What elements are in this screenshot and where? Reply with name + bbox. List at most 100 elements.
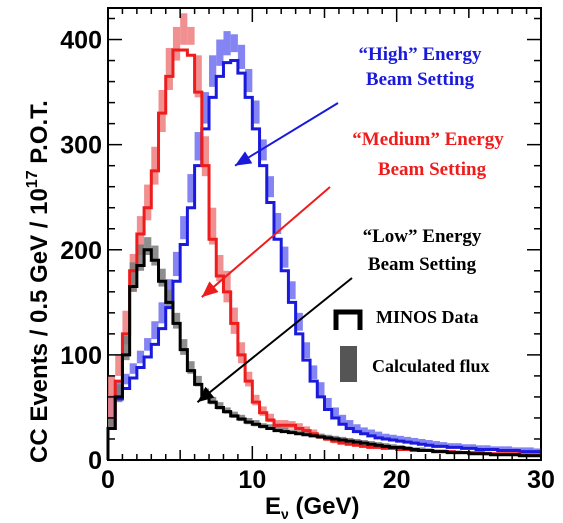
annotation-arrow-0	[234, 102, 339, 167]
annotation-arrowhead-0	[235, 151, 253, 166]
band-bin-0-5	[144, 338, 152, 351]
band-bin-2-5	[144, 237, 152, 256]
legend-data-label: MINOS Data	[376, 307, 479, 327]
band-bin-0-18	[237, 44, 246, 69]
band-bin-1-10	[180, 13, 188, 45]
band-bin-0-46	[439, 442, 448, 446]
y-tick-label: 100	[60, 342, 102, 370]
x-tick-label: 0	[101, 466, 115, 494]
x-axis-title-subscript: ν	[281, 506, 289, 522]
band-bin-0-10	[180, 216, 188, 240]
band-bin-1-14	[209, 207, 217, 245]
y-axis-title-exponent: 17	[24, 170, 41, 188]
band-bin-0-34	[353, 424, 361, 431]
band-bin-2-14	[209, 396, 217, 405]
band-bin-0-50	[468, 444, 477, 448]
legend-flux-label: Calculated flux	[372, 356, 490, 376]
band-bin-0-7	[158, 302, 166, 324]
x-tick-label: 10	[238, 466, 266, 494]
band-bin-2-10	[180, 339, 188, 355]
band-bin-0-36	[367, 429, 376, 435]
band-bin-1-1	[115, 354, 123, 376]
y-tick-label: 300	[60, 132, 102, 160]
series-lines	[106, 48, 541, 460]
band-bin-0-30	[324, 397, 332, 409]
band-bin-0-44	[425, 440, 433, 445]
band-bin-2-4	[136, 244, 145, 271]
band-bin-1-5	[144, 184, 152, 221]
y-axis-title-main: CC Events / 0.5 GeV / 10	[26, 188, 53, 463]
band-bin-2-15	[216, 402, 224, 410]
band-bin-1-21	[259, 406, 267, 416]
band-bin-0-23	[273, 212, 282, 234]
annotation-high-line1: “High” Energy	[359, 44, 482, 65]
band-bin-1-26	[295, 423, 303, 431]
band-bin-1-22	[266, 413, 274, 423]
band-bin-0-42	[411, 437, 419, 443]
band-bin-0-45	[432, 441, 440, 446]
band-bin-0-17	[230, 34, 238, 53]
band-bin-0-12	[194, 132, 202, 161]
band-bin-1-8	[165, 47, 173, 90]
x-axis-title-main: E	[265, 493, 281, 520]
band-bin-0-4	[136, 350, 145, 364]
band-bin-1-20	[252, 394, 260, 406]
band-bin-1-23	[273, 420, 282, 428]
x-tick-label: 20	[383, 466, 411, 494]
band-bin-0-3	[129, 363, 137, 374]
band-bin-1-11	[187, 26, 195, 45]
band-bin-2-7	[158, 268, 166, 287]
band-bin-1-9	[172, 26, 181, 61]
band-bin-0-21	[259, 139, 267, 161]
annotation-low: “Low” Energy Beam Setting	[363, 226, 482, 275]
band-bin-2-24	[281, 427, 289, 433]
annotation-high: “High” Energy Beam Setting	[359, 44, 482, 90]
annotation-arrows	[196, 102, 353, 403]
band-bin-1-17	[230, 307, 238, 334]
band-bin-1-2	[122, 310, 130, 345]
band-bin-0-55	[504, 446, 513, 450]
band-bin-0-24	[281, 246, 289, 268]
legend-data-marker	[333, 309, 363, 330]
x-axis-title-unit: (GeV)	[289, 493, 360, 520]
band-bin-0-52	[483, 445, 491, 449]
band-bin-0-57	[519, 447, 527, 451]
error-bands	[108, 13, 541, 457]
series-line-2	[106, 248, 541, 460]
annotation-arrowhead-2	[197, 386, 215, 403]
band-bin-0-38	[382, 433, 390, 438]
band-bin-0-47	[447, 443, 455, 447]
y-axis-title-unit: P.O.T.	[26, 100, 53, 170]
band-bin-0-31	[331, 407, 339, 417]
band-bin-2-23	[273, 426, 282, 432]
band-bin-1-19	[245, 371, 253, 387]
band-bin-2-6	[151, 245, 159, 266]
band-bin-0-22	[266, 176, 274, 198]
annotation-low-line1: “Low” Energy	[363, 226, 482, 247]
band-bin-0-53	[490, 446, 498, 449]
legend: MINOS Data Calculated flux	[333, 307, 490, 382]
band-bin-0-40	[396, 435, 404, 441]
band-bin-1-13	[201, 136, 210, 177]
annotation-low-line2: Beam Setting	[368, 254, 477, 275]
band-bin-0-33	[346, 420, 354, 428]
annotation-medium: “Medium” Energy Beam Setting	[352, 129, 504, 180]
band-bin-1-16	[223, 270, 231, 303]
band-bin-2-1	[115, 384, 123, 403]
annotation-medium-line1: “Medium” Energy	[352, 129, 504, 150]
band-bin-2-2	[122, 335, 130, 361]
band-bin-0-6	[151, 321, 159, 340]
band-bin-0-26	[295, 312, 303, 331]
band-bin-0-16	[223, 31, 231, 56]
annotation-high-line2: Beam Setting	[366, 69, 475, 90]
band-bin-0-20	[252, 100, 260, 124]
band-bin-2-9	[172, 312, 181, 329]
band-bin-0-32	[338, 414, 347, 424]
band-bin-0-13	[201, 92, 210, 124]
band-bin-0-27	[302, 342, 311, 359]
band-bin-0-25	[288, 281, 296, 300]
band-bin-0-51	[476, 445, 484, 449]
band-bin-0-58	[526, 447, 534, 451]
y-tick-label: 200	[60, 237, 102, 265]
band-bin-1-7	[158, 89, 166, 133]
